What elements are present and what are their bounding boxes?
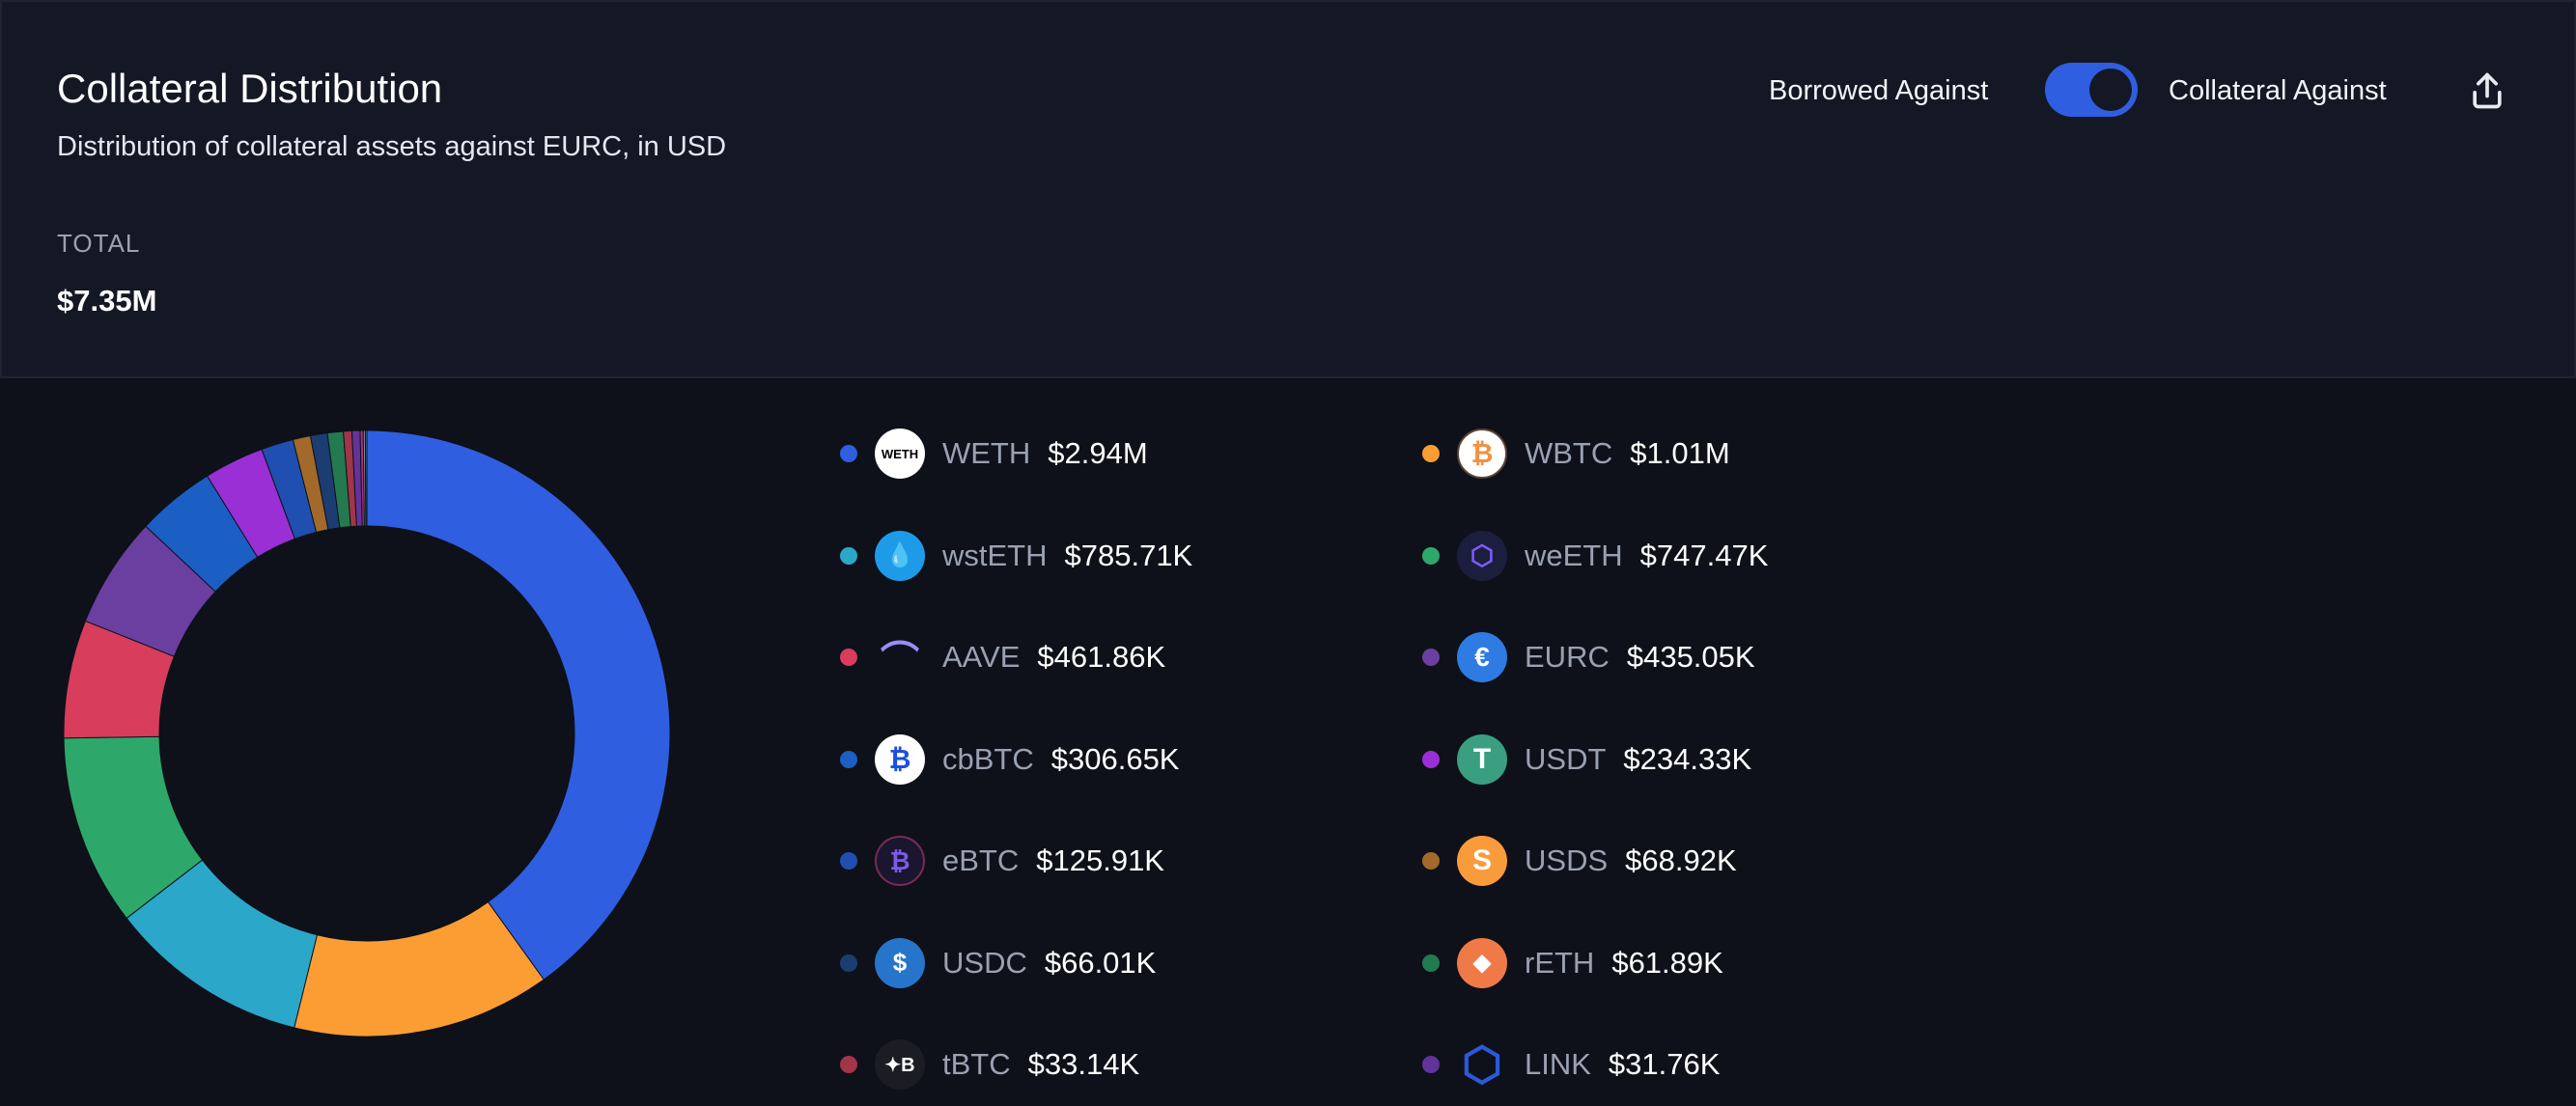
export-button[interactable]: [2460, 64, 2514, 118]
legend-dot: [840, 649, 857, 666]
wsteth-icon: 💧: [875, 530, 925, 581]
legend-value: $306.65K: [1050, 741, 1180, 776]
reth-icon: ◆: [1457, 937, 1507, 988]
legend-dot: [840, 750, 857, 768]
ebtc-icon: ₿: [875, 836, 925, 886]
legend-item-weth[interactable]: WETH WETH $2.94M: [840, 425, 1419, 483]
legend-dot: [840, 954, 857, 972]
share-icon: [2473, 72, 2502, 109]
legend-symbol: eBTC: [942, 843, 1020, 877]
legend-item-aave[interactable]: ⌒ AAVE $461.86K: [840, 628, 1419, 686]
toggle-knob: [2089, 69, 2132, 111]
legend-value: $234.33K: [1623, 741, 1752, 776]
legend-dot: [1422, 649, 1440, 666]
legend-symbol: cbBTC: [942, 741, 1034, 776]
legend-value: $31.76K: [1608, 1047, 1721, 1081]
legend-value: $1.01M: [1630, 436, 1730, 470]
donut-chart: [63, 429, 671, 1037]
legend-symbol: USDC: [942, 945, 1027, 980]
eurc-icon: €: [1457, 632, 1507, 682]
legend-item-tbtc[interactable]: ✦B tBTC $33.14K: [840, 1036, 1419, 1093]
legend-symbol: USDS: [1525, 843, 1609, 877]
legend-item-link[interactable]: ⬡ LINK $31.76K: [1422, 1036, 2002, 1093]
weeth-icon: ⬡: [1457, 530, 1507, 581]
legend-value: $33.14K: [1027, 1047, 1140, 1081]
legend-symbol: tBTC: [942, 1047, 1011, 1081]
cbbtc-icon: ₿: [875, 733, 925, 785]
legend-dot: [1422, 954, 1440, 972]
legend-value: $125.91K: [1036, 843, 1164, 877]
legend-symbol: AAVE: [942, 640, 1021, 674]
legend-symbol: WBTC: [1525, 436, 1613, 470]
legend-symbol: USDT: [1525, 741, 1607, 776]
legend-value: $747.47K: [1639, 538, 1769, 572]
legend-item-wsteth[interactable]: 💧 wstETH $785.71K: [840, 527, 1419, 585]
legend-item-usdc[interactable]: $ USDC $66.01K: [840, 934, 1419, 992]
usdt-icon: T: [1457, 733, 1507, 785]
link-icon: ⬡: [1462, 1039, 1502, 1090]
legend-symbol: LINK: [1525, 1047, 1591, 1081]
total-label: TOTAL: [57, 229, 141, 258]
legend-item-usdt[interactable]: T USDT $234.33K: [1422, 731, 2002, 788]
legend-dot: [1422, 1056, 1440, 1073]
weth-icon: WETH: [875, 429, 925, 479]
borrowed-against-label[interactable]: Borrowed Against: [1769, 75, 1989, 106]
legend-value: $68.92K: [1625, 843, 1737, 877]
header-panel: Collateral Distribution Distribution of …: [0, 0, 2576, 378]
collateral-against-label[interactable]: Collateral Against: [2169, 75, 2387, 106]
legend-value: $61.89K: [1611, 945, 1723, 980]
legend-item-wbtc[interactable]: ₿ WBTC $1.01M: [1422, 425, 2002, 483]
total-value: $7.35M: [57, 284, 157, 318]
borrowed-collateral-toggle[interactable]: [2045, 63, 2138, 117]
donut-slice-weth[interactable]: [366, 429, 671, 981]
legend-dot: [1422, 852, 1440, 870]
usdc-icon: $: [875, 937, 925, 988]
legend-value: $2.94M: [1048, 436, 1148, 470]
legend-item-usds[interactable]: S USDS $68.92K: [1422, 832, 2002, 890]
legend-symbol: weETH: [1525, 538, 1623, 572]
tbtc-icon: ✦B: [875, 1039, 925, 1090]
usds-icon: S: [1457, 836, 1507, 886]
legend-dot: [840, 1056, 857, 1073]
legend-dot: [1422, 445, 1440, 462]
legend-item-ebtc[interactable]: ₿ eBTC $125.91K: [840, 832, 1419, 890]
legend-value: $435.05K: [1626, 640, 1755, 674]
legend-item-cbbtc[interactable]: ₿ cbBTC $306.65K: [840, 731, 1419, 788]
legend-item-eurc[interactable]: € EURC $435.05K: [1422, 628, 2002, 686]
legend-dot: [1422, 750, 1440, 768]
page-title: Collateral Distribution: [57, 66, 443, 111]
legend-value: $785.71K: [1064, 538, 1193, 572]
page-subtitle: Distribution of collateral assets agains…: [57, 131, 727, 162]
legend-value: $461.86K: [1037, 640, 1166, 674]
legend-symbol: EURC: [1525, 640, 1610, 674]
legend-item-weeth[interactable]: ⬡ weETH $747.47K: [1422, 527, 2002, 585]
donut-slice-other-16[interactable]: [364, 429, 368, 527]
aave-icon: ⌒: [881, 640, 919, 682]
legend-value: $66.01K: [1044, 945, 1157, 980]
legend-symbol: wstETH: [942, 538, 1048, 572]
legend-symbol: rETH: [1525, 945, 1595, 980]
legend-item-reth[interactable]: ◆ rETH $61.89K: [1422, 934, 2002, 992]
legend-dot: [840, 852, 857, 870]
legend-dot: [1422, 546, 1440, 565]
legend-dot: [840, 546, 857, 565]
legend-dot: [840, 445, 857, 462]
wbtc-icon: ₿: [1457, 429, 1507, 479]
legend-symbol: WETH: [942, 436, 1031, 470]
